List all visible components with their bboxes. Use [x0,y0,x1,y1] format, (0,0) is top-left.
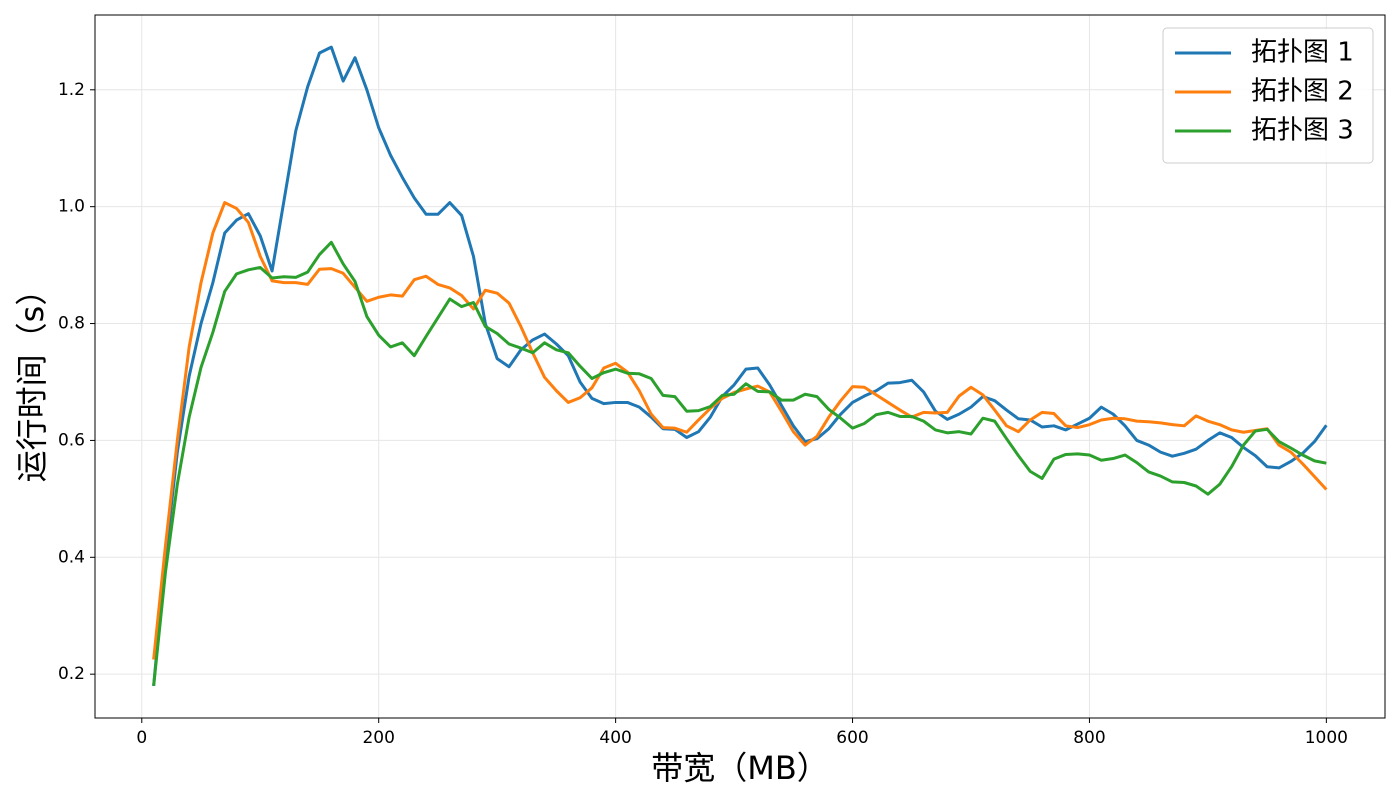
x-tick-label: 200 [362,728,394,748]
x-tick-label: 600 [836,728,868,748]
legend-label: 拓扑图 2 [1251,77,1354,107]
y-tick-label: 1.0 [58,197,85,217]
data-line [152,201,1328,660]
data-line [152,45,1328,686]
x-tick-label: 800 [1073,728,1105,748]
data-line [152,240,1327,687]
y-tick-label: 0.2 [58,664,85,684]
x-axis-label: 带宽（MB） [651,749,829,787]
x-tick-label: 1000 [1305,728,1348,748]
y-tick-label: 0.8 [58,314,85,334]
y-tick-label: 0.4 [58,547,85,567]
legend-label: 拓扑图 3 [1251,116,1354,146]
y-tick-label: 0.6 [58,430,85,450]
legend-box [1162,27,1374,164]
legend-label: 拓扑图 1 [1251,38,1354,68]
y-tick-label: 1.2 [58,80,85,100]
plot-frame [94,14,1386,719]
x-tick-label: 400 [599,728,631,748]
x-tick-label: 0 [136,728,147,748]
y-axis-label: 运行时间（s） [13,274,51,483]
